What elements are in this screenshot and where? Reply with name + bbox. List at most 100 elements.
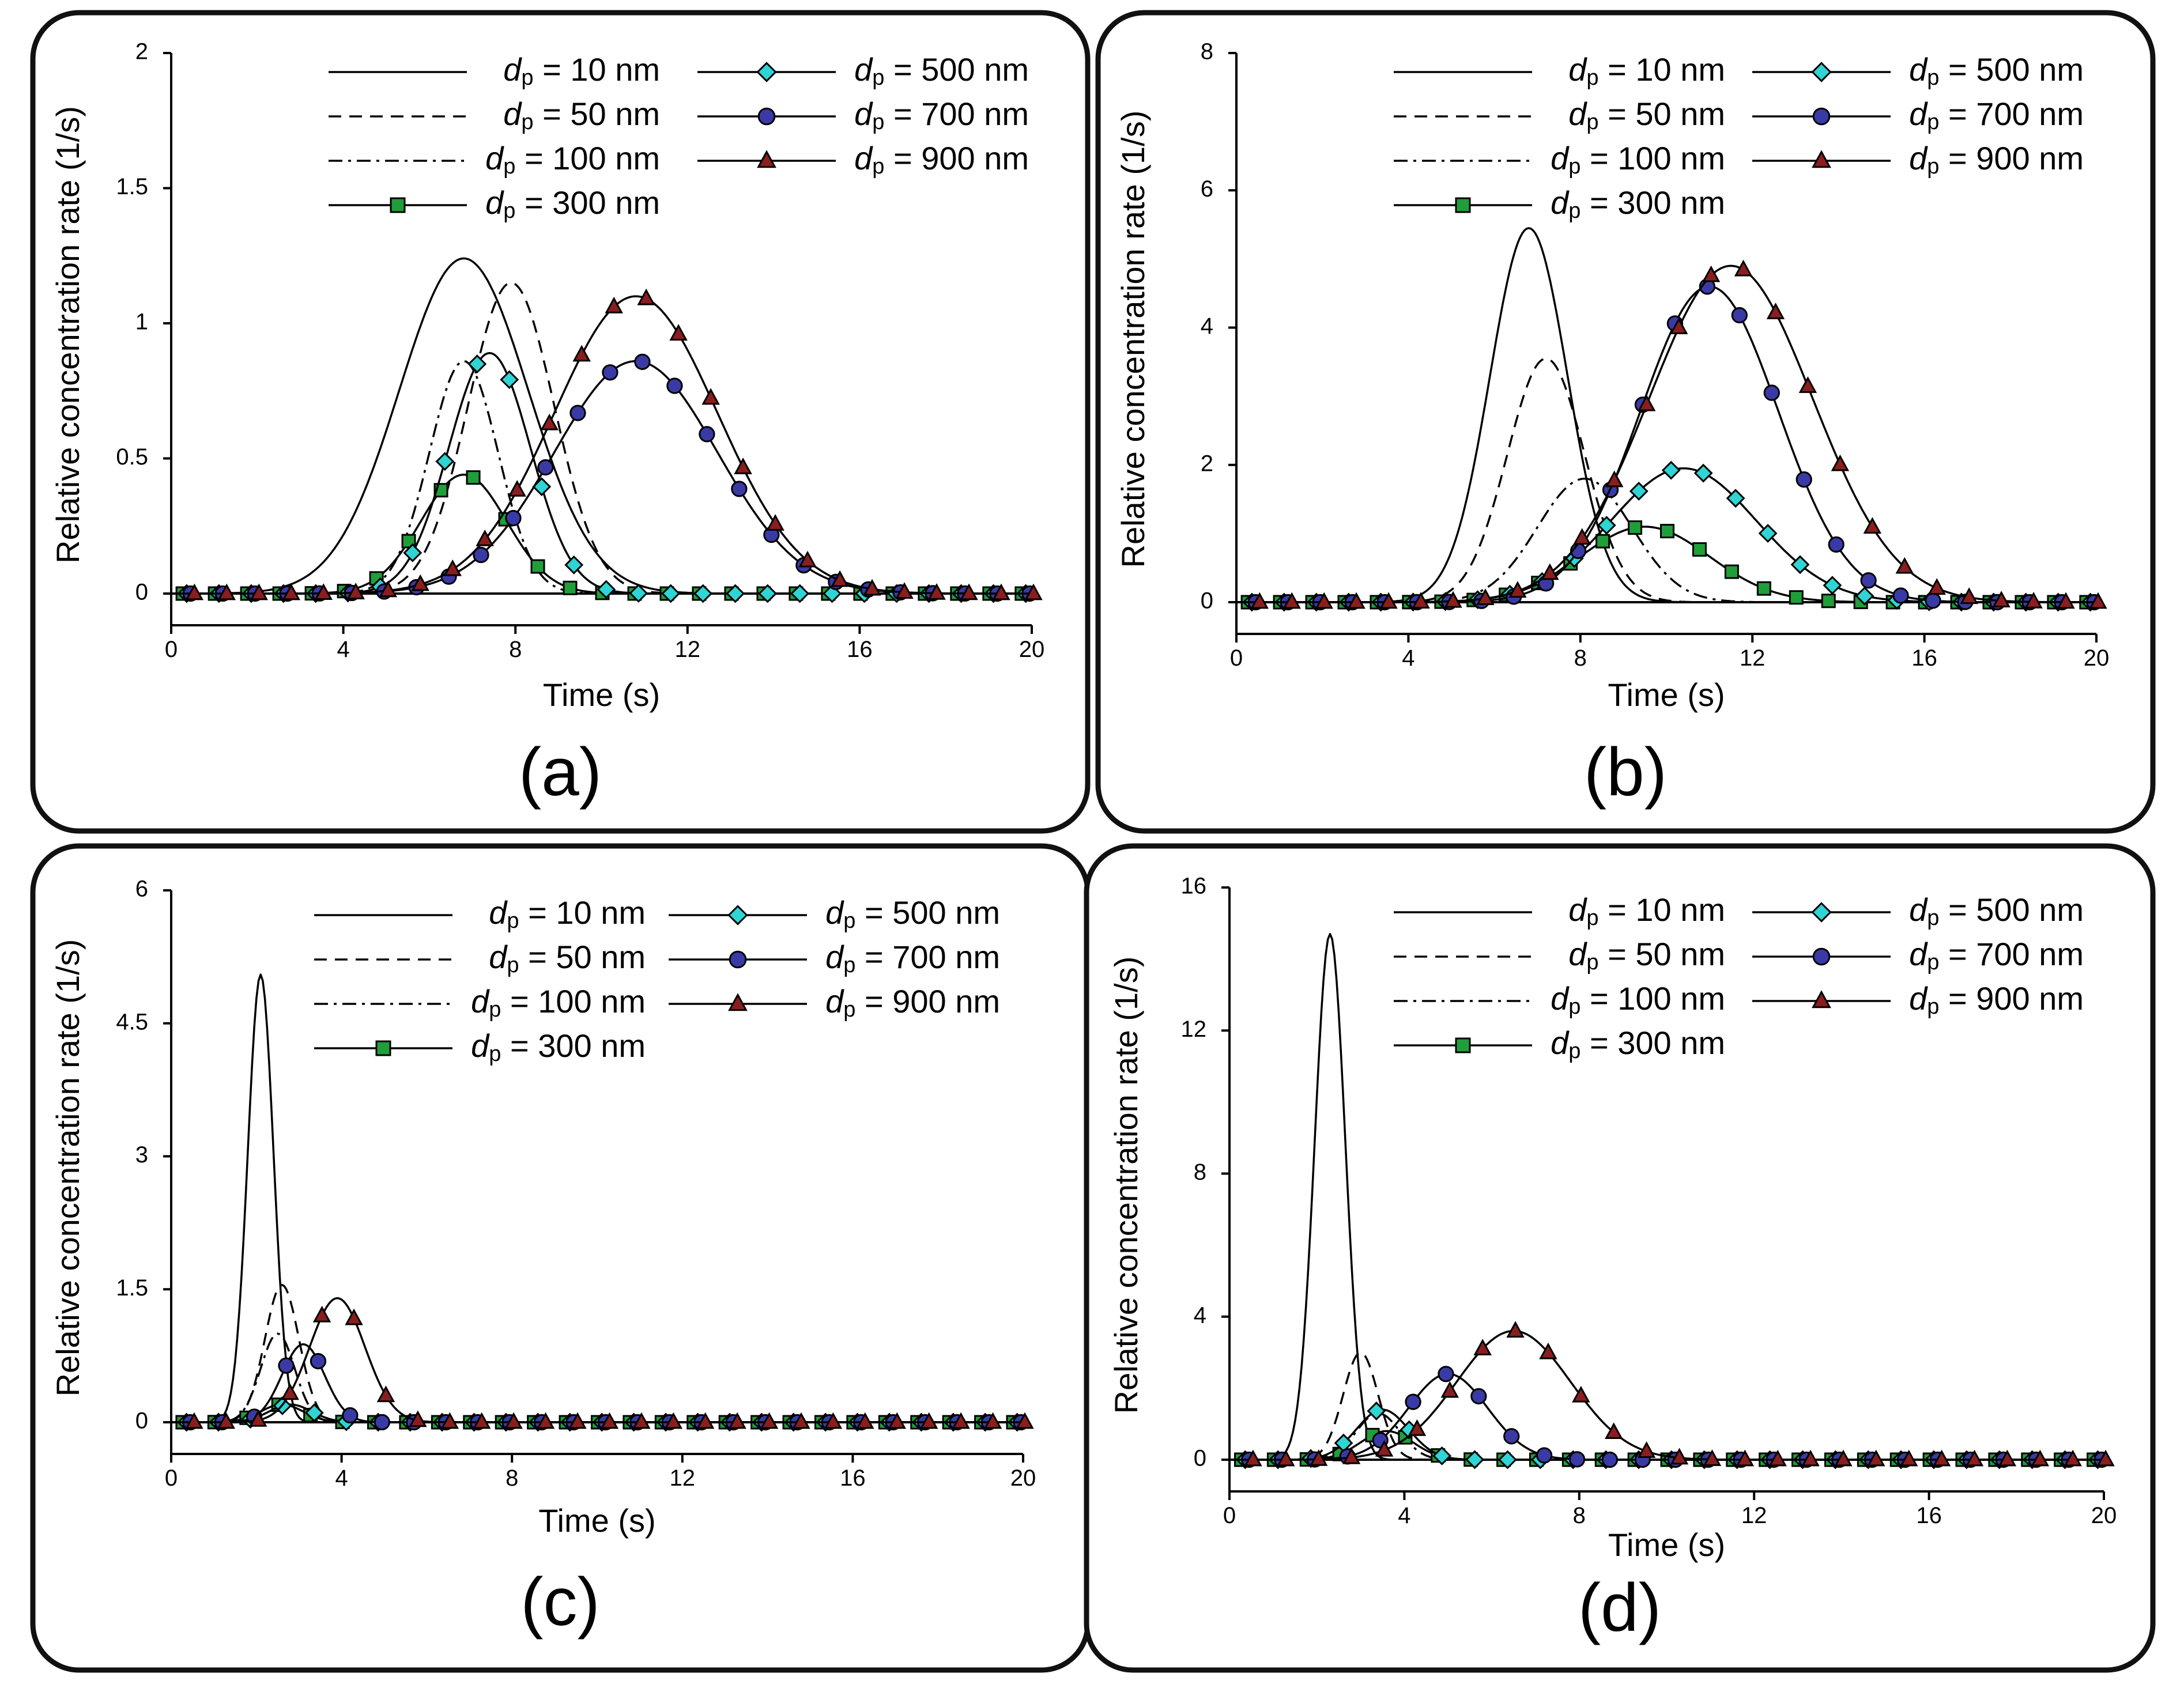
marker — [282, 583, 301, 600]
marker — [1412, 592, 1430, 609]
legend-item: dp = 700 nm — [1752, 96, 2084, 134]
x-tick-label: 12 — [670, 1465, 696, 1491]
marker — [376, 1385, 395, 1403]
marker — [790, 584, 810, 603]
legend-label-rest: = 700 nm — [1939, 96, 2084, 132]
legend-label-d: d — [854, 140, 873, 176]
marker — [1283, 592, 1301, 609]
marker — [1628, 520, 1643, 535]
legend-label-rest: = 50 nm — [1599, 96, 1725, 132]
y-axis-title: Relative concentration rate (1/s) — [50, 939, 86, 1397]
legend-label-rest: = 700 nm — [1939, 936, 2084, 972]
legend-label-d: d — [1909, 892, 1928, 928]
legend-label-p: p — [843, 998, 855, 1022]
marker — [1992, 591, 2011, 607]
x-tick-label: 20 — [2084, 645, 2110, 671]
y-tick-label: 6 — [1201, 176, 1213, 202]
marker — [536, 1412, 555, 1429]
marker — [2024, 591, 2043, 609]
marker — [1595, 534, 1610, 549]
legend-item: dp = 300 nm — [1394, 184, 1725, 223]
marker — [1659, 524, 1674, 539]
marker — [473, 546, 489, 564]
marker — [1405, 1393, 1421, 1410]
legend-item: dp = 500 nm — [1752, 892, 2084, 930]
legend-label-d: d — [1551, 140, 1570, 176]
legend-label-d: d — [854, 96, 873, 132]
legend-label-p: p — [1568, 154, 1581, 179]
series-50-nm — [1229, 1351, 2104, 1461]
legend-label-p: p — [489, 998, 501, 1022]
marker — [1831, 454, 1850, 471]
marker — [1498, 1450, 1517, 1470]
legend-label-d: d — [854, 51, 873, 88]
y-tick-label: 16 — [1181, 874, 1207, 899]
panel-d: 0 4 8 12 16 0 4 8 12 16 20 Time (s) Relative concent… — [1084, 843, 2156, 1673]
marker — [2031, 1449, 2049, 1467]
legend-label-d: d — [1551, 1025, 1570, 1061]
marker — [1693, 463, 1713, 483]
legend-label: dp = 900 nm — [1909, 140, 2084, 179]
marker — [952, 1412, 970, 1429]
legend-label-p: p — [1927, 995, 1939, 1019]
marker — [1731, 307, 1748, 324]
legend-label: dp = 50 nm — [503, 96, 660, 134]
marker — [1863, 517, 1882, 534]
marker — [1572, 1385, 1590, 1403]
marker — [634, 353, 651, 371]
legend-label-d: d — [825, 983, 844, 1019]
x-tick-label: 0 — [1223, 1503, 1236, 1528]
legend-label-d: d — [485, 184, 504, 221]
legend-label-rest: = 500 nm — [855, 894, 1000, 931]
marker — [1637, 394, 1656, 411]
legend-item: dp = 50 nm — [1394, 936, 1725, 974]
marker — [1444, 591, 1462, 608]
marker — [1597, 516, 1616, 535]
marker — [1756, 581, 1771, 596]
marker — [1801, 1449, 1820, 1467]
legend-item: dp = 300 nm — [1394, 1025, 1725, 1063]
legend-label: dp = 10 nm — [1568, 51, 1725, 90]
marker — [1568, 1451, 1586, 1468]
marker — [798, 550, 817, 568]
marker — [632, 1412, 651, 1429]
y-tick-label: 2 — [135, 39, 148, 65]
legend-item: dp = 50 nm — [1394, 96, 1725, 134]
legend-label-d: d — [1909, 980, 1928, 1017]
legend-item: dp = 50 nm — [329, 96, 660, 134]
legend-item: dp = 700 nm — [669, 939, 1000, 977]
marker — [2064, 1449, 2082, 1467]
y-tick-label: 0.5 — [116, 444, 148, 470]
marker — [1855, 586, 1874, 606]
marker — [508, 479, 526, 497]
legend-swatch-marker — [1812, 150, 1831, 168]
marker — [467, 354, 487, 374]
series-line — [1229, 1351, 2104, 1461]
legend-label-rest: = 300 nm — [515, 184, 660, 221]
marker — [1768, 1449, 1787, 1467]
legend-item: dp = 10 nm — [1394, 892, 1725, 930]
legend-label-d: d — [503, 51, 522, 88]
marker — [992, 583, 1010, 600]
panel-c: 0 1.5 3 4.5 6 0 4 8 12 16 20 Time (s) Relative conce… — [30, 843, 1091, 1673]
legend-item: dp = 500 nm — [697, 51, 1029, 90]
legend-label-p: p — [507, 953, 519, 977]
y-tick-label: 1 — [135, 309, 148, 335]
marker — [342, 1407, 359, 1424]
y-tick-label: 0 — [135, 580, 148, 605]
legend-swatch-marker — [390, 197, 406, 213]
legend-label-d: d — [825, 894, 844, 931]
marker — [314, 583, 333, 600]
x-axis-title: Time (s) — [1608, 677, 1725, 713]
marker — [2089, 592, 2107, 609]
marker — [1821, 594, 1836, 609]
legend-item: dp = 10 nm — [1394, 51, 1725, 90]
legend-label: dp = 500 nm — [1909, 51, 2084, 90]
marker — [1473, 1339, 1492, 1355]
marker — [217, 1412, 236, 1429]
marker — [1661, 460, 1681, 480]
marker — [504, 1412, 523, 1429]
legend-item: dp = 900 nm — [669, 983, 1000, 1022]
legend-label-d: d — [1909, 51, 1928, 88]
